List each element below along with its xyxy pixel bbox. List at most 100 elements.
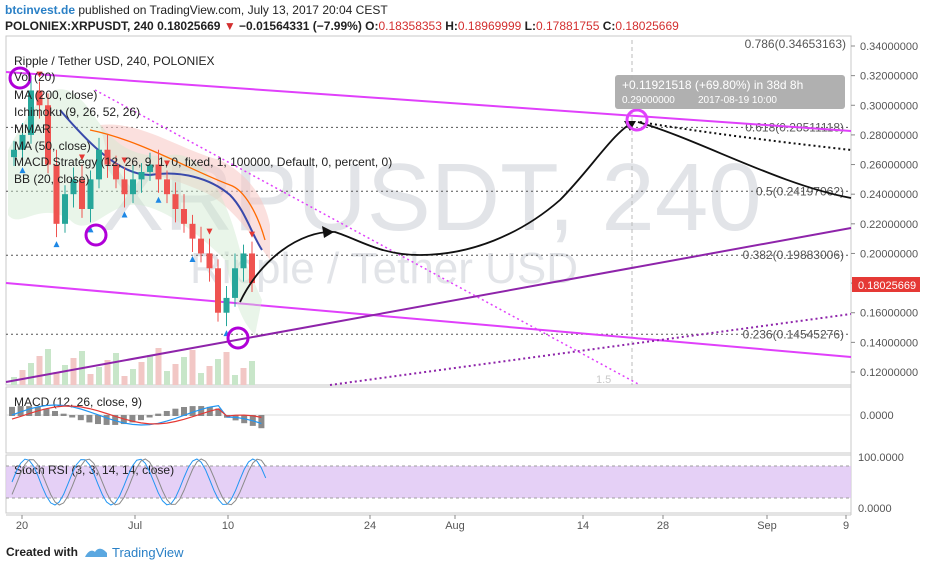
candle-body	[19, 134, 26, 150]
macd-histogram-bar	[172, 408, 179, 416]
macd-plot	[6, 404, 851, 429]
time-tick-label: 10	[222, 520, 234, 532]
volume-bar	[45, 349, 51, 385]
macd-histogram-bar	[189, 406, 196, 416]
volume-bar	[96, 367, 102, 385]
candle-body	[53, 164, 60, 224]
measure-sub-date: 2017-08-19 10:00	[698, 95, 777, 106]
close-value: 0.18025669	[615, 19, 679, 33]
time-tick-label: 14	[577, 520, 589, 532]
macd-histogram-bar	[52, 410, 58, 416]
arrow-head-icon	[322, 226, 334, 238]
legend-ma200: MA (200, close)	[14, 88, 97, 102]
legend-bb: BB (20, close)	[14, 172, 89, 186]
candle-body	[181, 209, 187, 224]
created-with-label: Created with	[6, 545, 79, 559]
high-value: 0.18969999	[457, 19, 522, 33]
volume-bar	[164, 371, 170, 385]
macd-histogram-bar	[258, 415, 265, 429]
volume-bar	[138, 362, 145, 385]
candle-body	[155, 164, 162, 180]
macd-histogram-bar	[215, 408, 222, 416]
candle-body	[45, 105, 51, 165]
bottom-label: 1.5	[596, 374, 611, 386]
price-tick-label: 0.20000000	[860, 248, 918, 260]
marker-circle-bottom	[226, 326, 250, 350]
main-legend: Ripple / Tether USD, 240, POLONIEX Vol (…	[14, 54, 392, 186]
volume-bar	[28, 363, 34, 385]
projection-path	[239, 121, 635, 303]
sell-signal-icon	[121, 157, 128, 164]
legend-ichimoku: Ichimoku (9, 26, 52, 26)	[14, 105, 140, 119]
price-tick-label: 0.14000000	[860, 337, 918, 349]
time-tick-label: Sep	[757, 520, 777, 532]
footer: Created with TradingView	[6, 542, 184, 562]
volume-bar	[147, 355, 153, 385]
volume-bar	[155, 348, 162, 385]
projection-path-down	[637, 121, 852, 199]
lower-channel-line	[5, 282, 852, 358]
macd-histogram-bar	[198, 406, 205, 416]
price-tick-label: 0.16000000	[860, 308, 918, 320]
high-label: H:	[445, 19, 458, 33]
marker-circle-low	[84, 223, 108, 247]
open-value: 0.18358353	[378, 19, 442, 33]
close-label: C:	[602, 19, 616, 33]
volume-bar	[104, 360, 111, 385]
legend-volume: Vol (20)	[14, 70, 55, 84]
time-axis[interactable]: 20 Jul 10 24 Aug 14 28 Sep 9	[16, 515, 849, 532]
price-tick-label: 0.34000000	[860, 41, 918, 53]
time-tick-label: Aug	[445, 520, 465, 532]
price-change: −0.01564331 (−7.99%)	[239, 19, 362, 33]
tradingview-logo-icon	[85, 548, 108, 557]
upper-channel-line	[5, 71, 852, 132]
publisher-name[interactable]: btcinvest.de	[5, 3, 76, 17]
volume-bar	[121, 376, 128, 385]
buy-signal-icon	[53, 241, 60, 248]
candle-body	[62, 194, 68, 224]
macd-histogram-bar	[17, 406, 24, 416]
candle-body	[172, 194, 179, 209]
legend-title: Ripple / Tether USD, 240, POLONIEX	[14, 54, 215, 68]
sell-signal-icon	[249, 231, 255, 238]
support-trend-line	[5, 227, 852, 383]
price-axis[interactable]: 0.34000000 0.32000000 0.30000000 0.28000000…	[851, 41, 918, 379]
candle-body	[36, 90, 43, 106]
price-tick-label: 0.24000000	[860, 189, 918, 201]
chart-header: btcinvest.de published on TradingView.co…	[5, 2, 905, 34]
volume-bar	[240, 368, 247, 385]
macd-histogram-bar	[69, 415, 76, 418]
macd-histogram-bar	[138, 415, 144, 421]
volume-bar	[181, 357, 187, 385]
ma-200-line	[89, 129, 266, 241]
volume-bar	[215, 359, 221, 385]
volume-bar	[223, 352, 230, 385]
candle-body	[138, 171, 145, 180]
candle-body	[206, 253, 213, 269]
volume-bar	[249, 361, 255, 385]
published-text: published on TradingView.com, July 13, 2…	[78, 3, 388, 17]
legend-ma50: MA (50, close)	[14, 139, 91, 153]
measure-tooltip: +0.11921518 (+69.80%) in 38d 8h 0.290000…	[615, 75, 845, 109]
buy-signal-icon	[121, 211, 128, 218]
stoch-rsi-top-label: 100.0000	[858, 452, 904, 464]
macd-histogram-bar	[155, 413, 162, 416]
chart-canvas[interactable]: XRPUSDT, 240 Ripple / Tether USD 0.786(0…	[0, 34, 928, 539]
stoch-k-line	[11, 458, 267, 506]
candle-body	[223, 297, 230, 313]
stoch-rsi-band	[6, 466, 851, 498]
macd-panel[interactable]	[5, 386, 852, 454]
macd-histogram-bar	[103, 415, 110, 425]
price-tick-label: 0.12000000	[860, 367, 918, 379]
tradingview-brand[interactable]: TradingView	[112, 544, 184, 560]
low-value: 0.17881755	[536, 19, 600, 33]
symbol-label: POLONIEX:XRPUSDT, 240	[5, 19, 154, 33]
stoch-rsi-plot	[11, 458, 267, 506]
candle-body	[249, 253, 255, 284]
candle-body	[130, 179, 136, 195]
candle-body	[189, 223, 196, 239]
candle-body	[70, 179, 77, 195]
macd-histogram-bar	[129, 415, 136, 423]
low-label: L:	[524, 19, 536, 33]
candle-body	[104, 149, 111, 165]
